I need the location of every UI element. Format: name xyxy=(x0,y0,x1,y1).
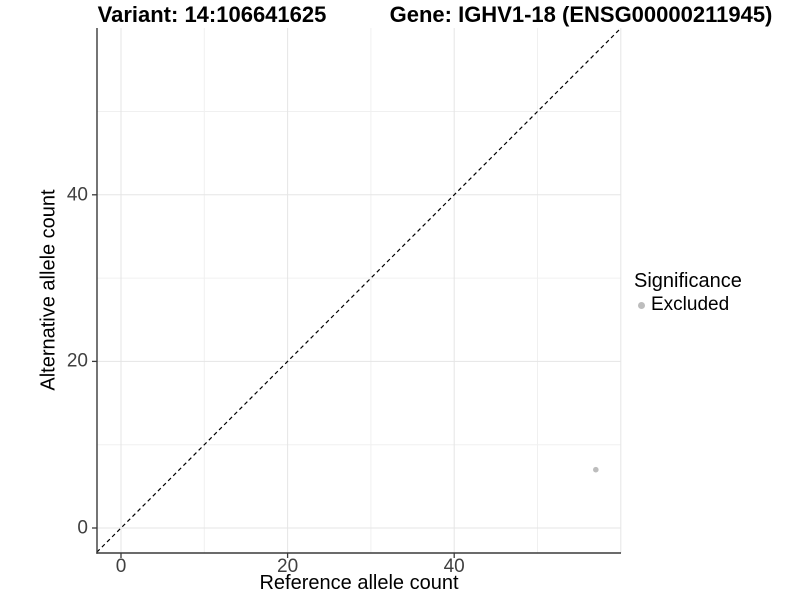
legend-item-label: Excluded xyxy=(651,294,730,315)
x-tick-label-40: 40 xyxy=(443,556,465,577)
y-axis-title: Alternative allele count xyxy=(37,189,60,391)
plot-title-variant: Variant: 14:106641625 xyxy=(97,2,327,27)
y-tick-label-40: 40 xyxy=(66,184,88,206)
legend-item-excluded: Excluded xyxy=(634,294,742,316)
plot-title-gene: Gene: IGHV1-18 (ENSG00000211945) xyxy=(389,2,773,27)
data-point-excluded xyxy=(593,466,599,473)
y-tick-label-0: 0 xyxy=(77,517,88,539)
legend-title: Significance xyxy=(634,270,742,292)
identity-reference-line xyxy=(96,27,622,553)
legend-point-icon xyxy=(638,302,645,309)
x-axis-title: Reference allele count xyxy=(259,572,459,594)
legend: Significance Excluded xyxy=(634,269,742,316)
x-tick-label-20: 20 xyxy=(277,556,299,577)
x-tick-label-0: 0 xyxy=(115,556,127,577)
y-tick-label-20: 20 xyxy=(66,350,88,372)
